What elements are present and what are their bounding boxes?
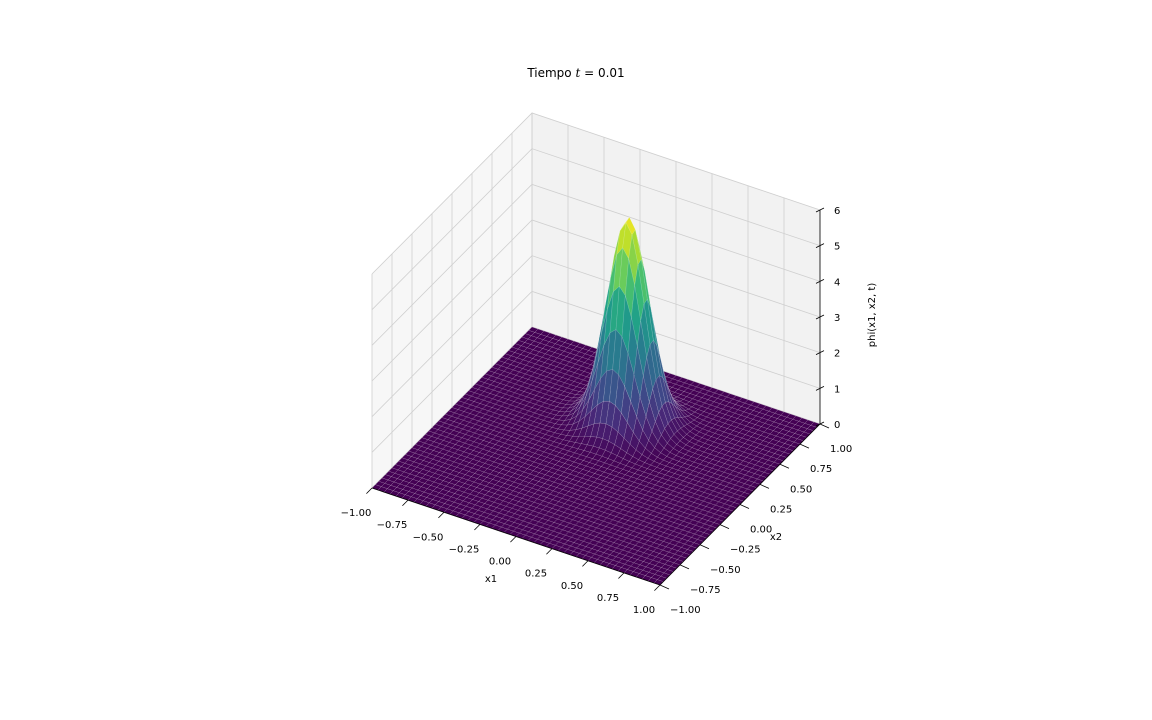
chart-title: Tiempo t = 0.01	[527, 66, 625, 80]
x-tick	[366, 487, 373, 494]
z-grid-line	[371, 290, 821, 453]
y-tick	[679, 564, 690, 570]
z-tick-label: 2	[834, 349, 840, 360]
z-tick	[815, 207, 825, 213]
y-tick-label: −0.50	[710, 565, 741, 576]
x-tick	[654, 584, 661, 591]
y-tick	[739, 504, 750, 509]
x-tick	[582, 560, 589, 567]
z-tick	[815, 385, 825, 391]
y-tick	[719, 524, 730, 529]
y-tick-label: 0.25	[770, 504, 792, 515]
z-tick-label: 5	[834, 242, 840, 253]
x-tick	[510, 536, 517, 543]
tick-marks	[366, 207, 830, 591]
y-tick-label: 1.00	[830, 444, 852, 455]
x-tick	[402, 499, 409, 507]
z-tick-label: 3	[834, 313, 840, 324]
x-tick-label: −0.25	[449, 544, 480, 555]
y-tick	[819, 423, 830, 429]
y-tick-label: 0.00	[750, 525, 772, 536]
z-grid-line	[371, 183, 821, 346]
x-tick-label: 0.50	[561, 581, 583, 592]
tick-labels: −1.00 −0.75 −0.50 −0.25 0.00 0.25 0.50 0.75 1.00…	[341, 206, 853, 616]
z-grid-line	[371, 148, 821, 310]
z-tick-label: 1	[834, 384, 840, 395]
x-tick-label: 1.00	[633, 605, 655, 616]
x-tick	[438, 511, 445, 519]
x-tick-label: −0.50	[413, 532, 444, 543]
z-tick	[815, 278, 825, 284]
x-tick	[618, 572, 625, 579]
z-grid-line	[371, 255, 821, 417]
y-tick	[799, 443, 810, 449]
z-tick	[815, 350, 825, 356]
z-tick	[815, 243, 825, 249]
x-tick-label: 0.75	[597, 593, 619, 604]
z-tick	[815, 421, 825, 427]
z-grid-line	[371, 112, 821, 275]
y-tick-label: 0.75	[810, 464, 832, 475]
y-tick	[759, 484, 770, 489]
z-tick-label: 0	[834, 420, 840, 431]
z-tick-label: 6	[834, 206, 840, 217]
z-tick-label: 4	[834, 277, 840, 288]
y-tick	[659, 584, 670, 590]
y-tick-label: 0.50	[790, 484, 812, 495]
y-tick-label: −0.75	[690, 585, 721, 596]
x-tick-label: 0.00	[489, 557, 511, 568]
y-tick-label: −0.25	[730, 545, 761, 556]
x-tick-label: −0.75	[377, 520, 408, 531]
x-tick	[546, 548, 553, 555]
surface-mesh	[371, 216, 821, 586]
z-grid-line	[371, 219, 821, 382]
z-tick	[815, 314, 825, 320]
y-tick	[779, 463, 790, 469]
x-tick-label: −1.00	[341, 508, 372, 519]
x-tick	[474, 524, 481, 531]
x-tick-label: 0.25	[525, 569, 547, 580]
y-tick-label: −1.00	[670, 605, 701, 616]
y-tick	[699, 544, 710, 550]
